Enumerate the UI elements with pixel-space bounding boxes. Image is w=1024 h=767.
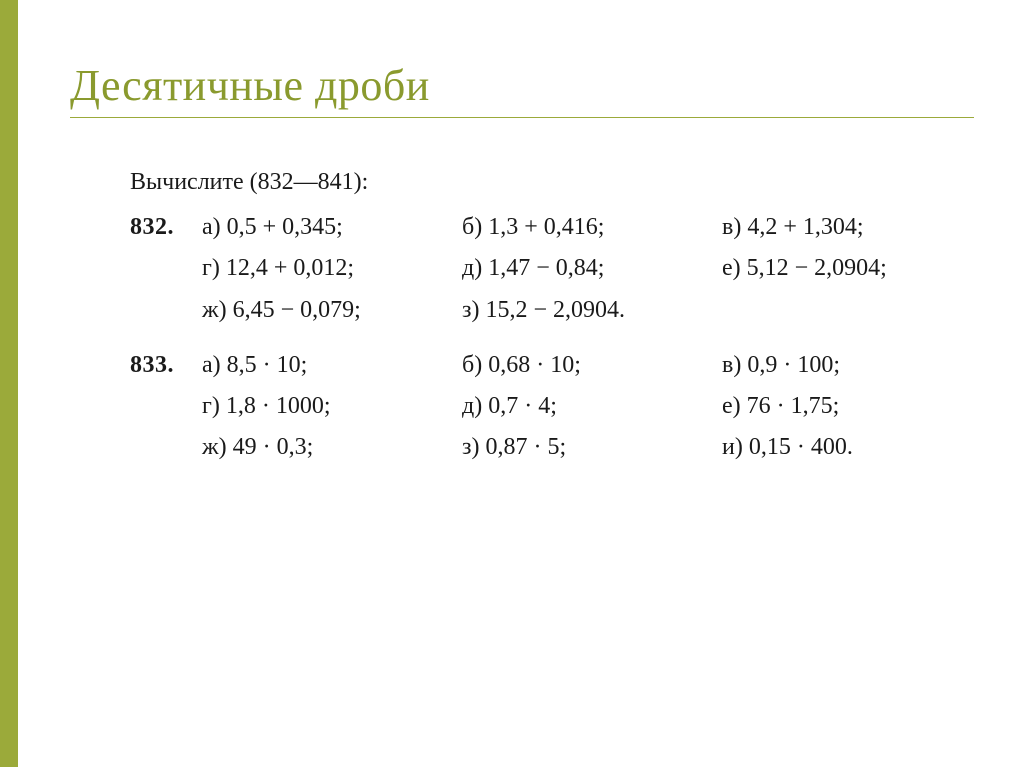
problem-number: 833. <box>130 347 202 467</box>
item: ж) 49 · 0,3; <box>202 429 462 466</box>
item: д) 1,47 − 0,84; <box>462 250 722 287</box>
item: и) 0,15 · 400. <box>722 429 982 466</box>
item: г) 12,4 + 0,012; <box>202 250 462 287</box>
item: д) 0,7 · 4; <box>462 388 722 425</box>
instruction: Вычислите (832—841): <box>130 164 974 201</box>
content: Вычислите (832—841): 832. а) 0,5 + 0,345… <box>70 164 974 466</box>
item: е) 5,12 − 2,0904; <box>722 250 982 287</box>
item: ж) 6,45 − 0,079; <box>202 292 462 329</box>
item: е) 76 · 1,75; <box>722 388 982 425</box>
page: Десятичные дроби Вычислите (832—841): 83… <box>0 0 1024 534</box>
item: з) 15,2 − 2,0904. <box>462 292 722 329</box>
item: а) 0,5 + 0,345; <box>202 209 462 246</box>
problem-number: 832. <box>130 209 202 329</box>
item: г) 1,8 · 1000; <box>202 388 462 425</box>
item: б) 0,68 · 10; <box>462 347 722 384</box>
accent-bar <box>0 0 18 767</box>
page-title: Десятичные дроби <box>70 60 974 111</box>
problem-items: а) 0,5 + 0,345; б) 1,3 + 0,416; в) 4,2 +… <box>202 209 982 329</box>
problem-832: 832. а) 0,5 + 0,345; б) 1,3 + 0,416; в) … <box>130 209 974 329</box>
item: з) 0,87 · 5; <box>462 429 722 466</box>
item: в) 4,2 + 1,304; <box>722 209 982 246</box>
problem-833: 833. а) 8,5 · 10; б) 0,68 · 10; в) 0,9 ·… <box>130 347 974 467</box>
item <box>722 292 982 329</box>
problem-items: а) 8,5 · 10; б) 0,68 · 10; в) 0,9 · 100;… <box>202 347 982 467</box>
item: в) 0,9 · 100; <box>722 347 982 384</box>
title-underline <box>70 117 974 118</box>
item: б) 1,3 + 0,416; <box>462 209 722 246</box>
item: а) 8,5 · 10; <box>202 347 462 384</box>
